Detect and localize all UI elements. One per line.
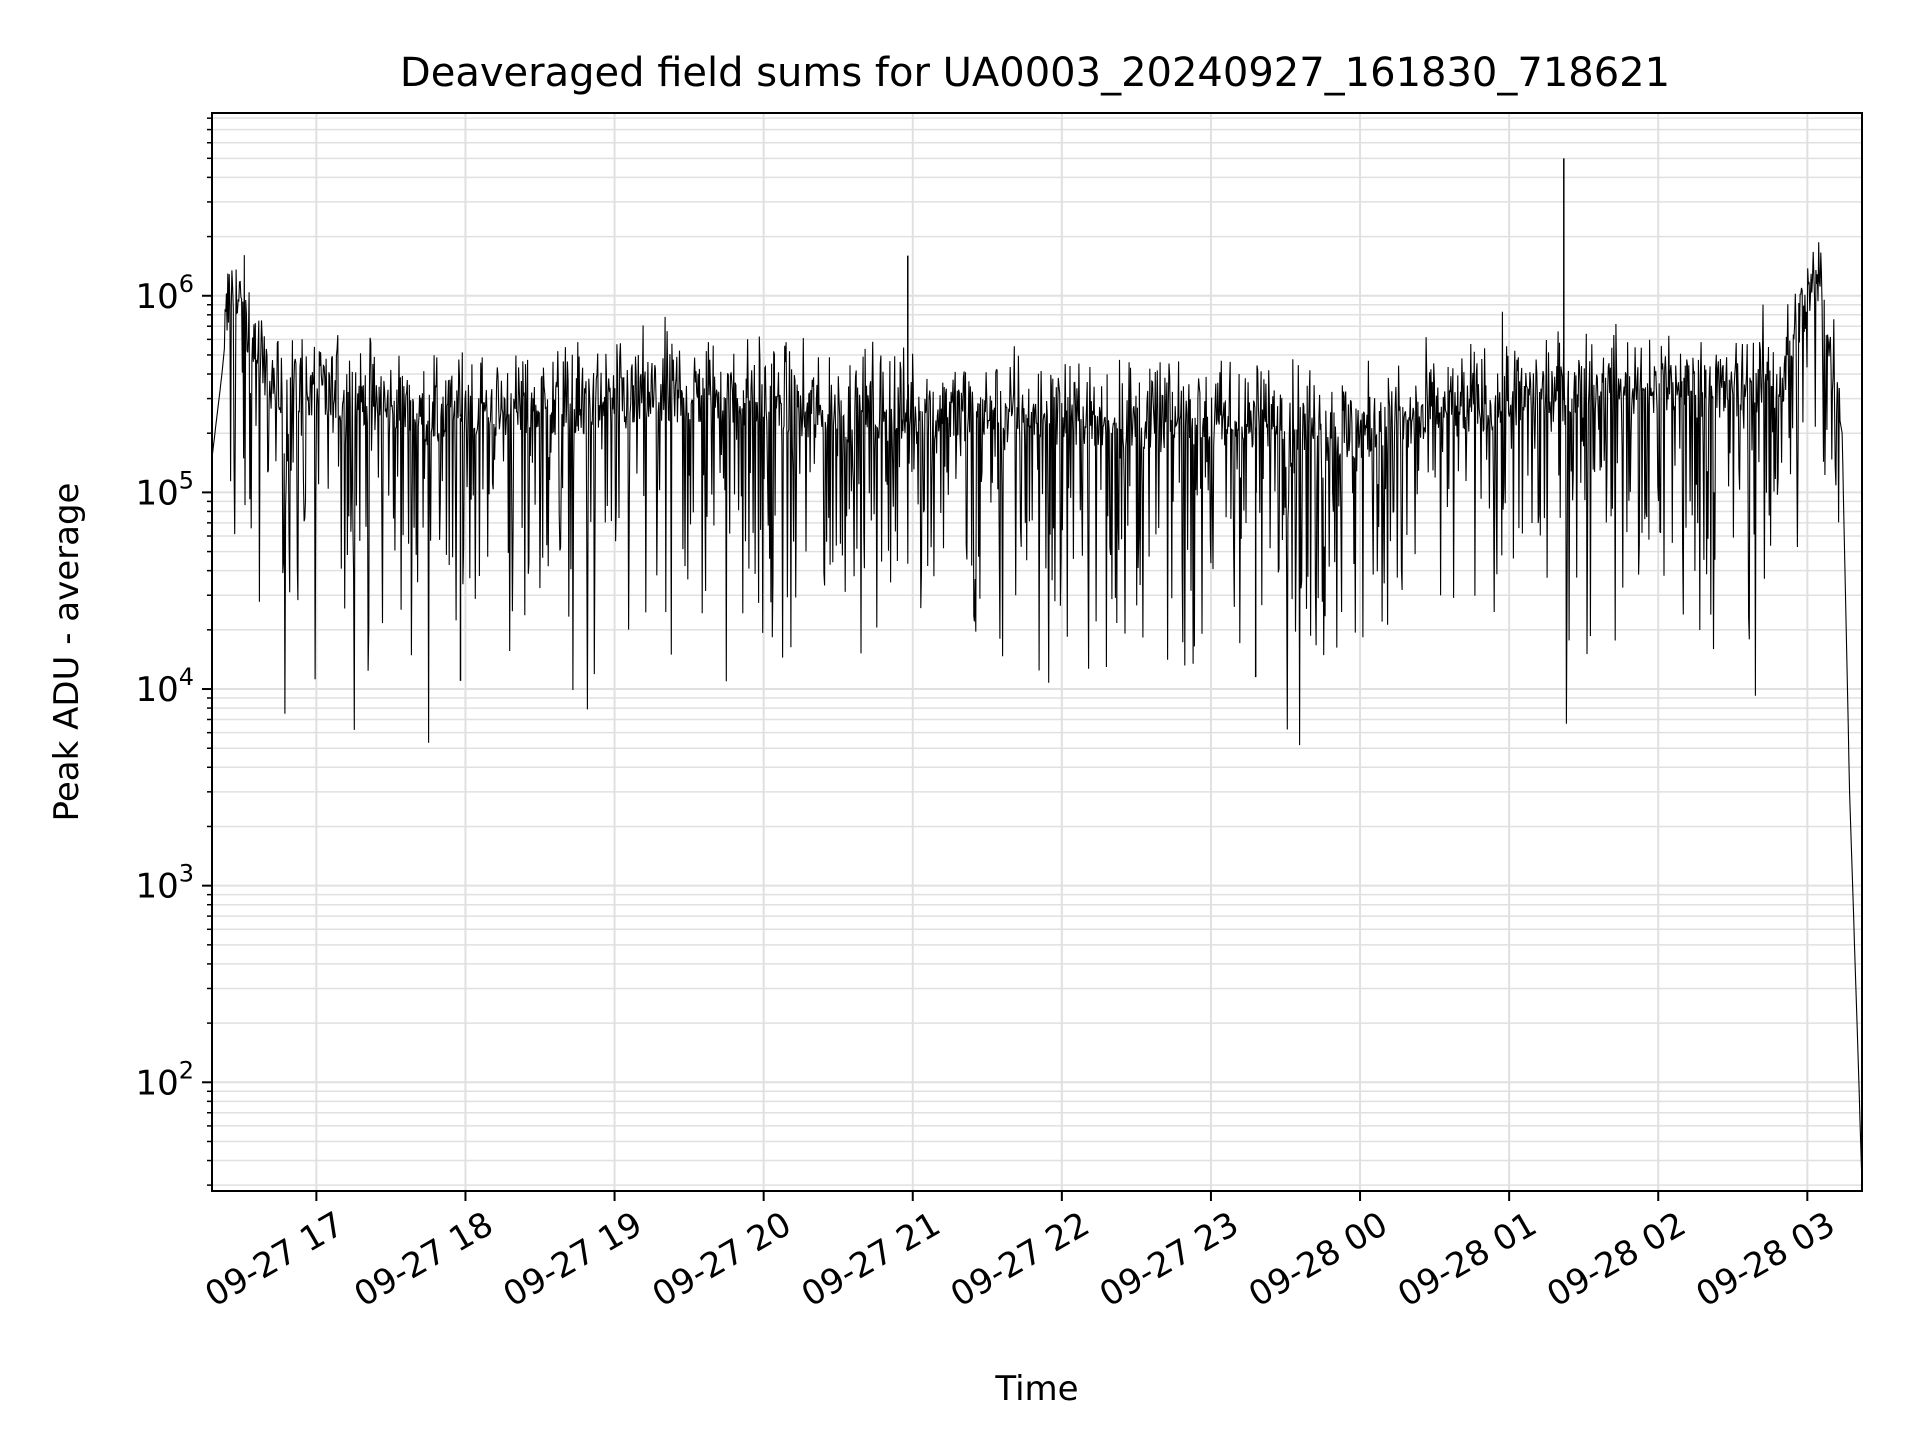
x-axis-label: Time [994, 1369, 1078, 1409]
series-line [211, 242, 1863, 1186]
y-tick-label: 103 [135, 860, 194, 907]
y-axis-label: Peak ADU - average [47, 483, 87, 822]
y-tick-exponent: 3 [179, 860, 194, 888]
y-tick-base: 10 [135, 473, 178, 513]
x-tick-label: 09-27 17 [198, 1204, 350, 1315]
x-tick-label: 09-27 22 [944, 1204, 1096, 1315]
y-tick-exponent: 4 [179, 663, 194, 691]
y-tick-exponent: 6 [179, 270, 194, 298]
y-tick-base: 10 [135, 1063, 178, 1103]
y-tick-label: 106 [135, 270, 194, 317]
y-tick-base: 10 [135, 277, 178, 317]
chart-title: Deaveraged field sums for UA0003_2024092… [400, 50, 1670, 96]
x-tick-label: 09-28 03 [1689, 1204, 1841, 1315]
x-tick-label: 09-28 02 [1540, 1204, 1692, 1315]
y-tick-label: 104 [135, 663, 194, 710]
x-tick-label: 09-27 21 [795, 1204, 947, 1315]
grid-major [212, 113, 1862, 1191]
y-tick-base: 10 [135, 670, 178, 710]
grid-minor [212, 117, 1862, 1186]
x-tick-label: 09-27 19 [497, 1204, 649, 1315]
series-layer [211, 158, 1863, 1186]
x-tick-label: 09-27 23 [1093, 1204, 1245, 1315]
y-tick-exponent: 2 [179, 1056, 194, 1084]
x-tick-label: 09-28 01 [1391, 1204, 1543, 1315]
x-tick-label: 09-27 18 [348, 1204, 500, 1315]
x-tick-label: 09-27 20 [646, 1204, 798, 1315]
y-tick-base: 10 [135, 867, 178, 907]
ticks-layer [202, 117, 1809, 1201]
y-tick-exponent: 5 [179, 466, 194, 494]
y-tick-label: 105 [135, 466, 194, 513]
plot-frame [211, 112, 1863, 1192]
y-tick-label: 102 [135, 1056, 194, 1103]
x-tick-label: 09-28 00 [1242, 1204, 1394, 1315]
